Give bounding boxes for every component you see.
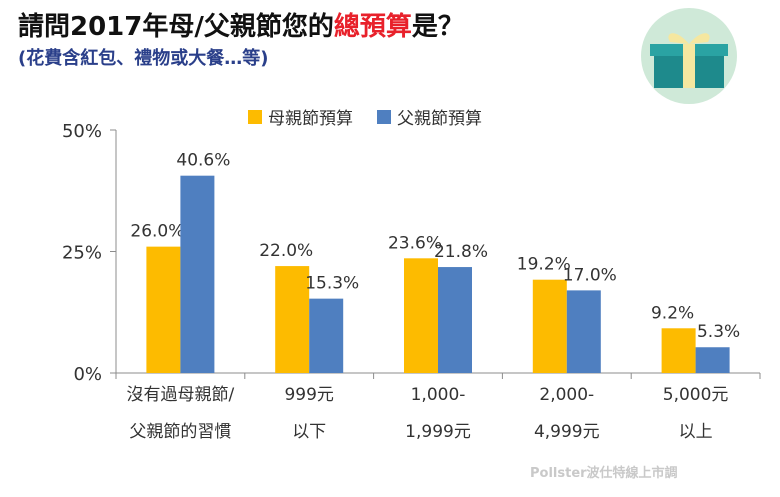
data-label: 22.0% — [259, 241, 313, 261]
y-tick-label: 50% — [62, 121, 102, 142]
data-label: 21.8% — [434, 242, 488, 262]
title-highlight: 總預算 — [333, 12, 412, 42]
x-tick-label: 父親節的習慣 — [129, 422, 231, 442]
legend-swatch-father — [377, 109, 391, 124]
bar-father — [566, 290, 601, 373]
legend-label-father: 父親節預算 — [397, 109, 482, 129]
chart-title: 請問2017年母/父親節您的總預算是？ — [18, 6, 464, 43]
data-label: 26.0% — [130, 222, 184, 242]
title-text-before: 請問2017年母/父親節您的 — [18, 12, 334, 42]
y-axis: 0% 25% 50% — [62, 121, 117, 385]
x-tick-label: 以上 — [679, 422, 713, 442]
data-label: 19.2% — [517, 255, 571, 275]
data-label: 40.6% — [176, 151, 230, 171]
x-tick-label: 2,000- — [539, 385, 594, 405]
y-tick-label: 0% — [73, 364, 102, 385]
x-tick-label: 4,999元 — [534, 422, 600, 442]
y-tick-label: 25% — [62, 243, 102, 264]
bars: 26.0% 40.6% 22.0% 15.3% 23.6%21.8% 19.2%17.0%… — [130, 151, 740, 373]
bar-mother — [404, 258, 438, 373]
legend-label-mother: 母親節預算 — [268, 109, 353, 129]
gift-icon — [641, 8, 737, 104]
legend-item-father: 父親節預算 — [377, 104, 482, 129]
bar-mother — [532, 279, 567, 373]
legend-item-mother: 母親節預算 — [248, 104, 353, 129]
title-text-after: 是？ — [411, 12, 464, 42]
legend-swatch-mother — [248, 109, 262, 124]
x-tick-label: 999元 — [284, 385, 333, 405]
bar-mother — [146, 246, 181, 373]
data-label: 5.3% — [697, 322, 740, 342]
x-tick-label: 5,000元 — [663, 385, 729, 405]
bar-mother — [661, 328, 696, 373]
x-tick-label: 1,999元 — [405, 422, 471, 442]
bar-father — [695, 347, 730, 373]
bar-mother — [275, 266, 310, 373]
legend: 母親節預算 父親節預算 — [248, 104, 500, 129]
data-label: 17.0% — [563, 265, 617, 285]
x-tick-label: 以下 — [292, 422, 326, 442]
x-tick-label: 1,000- — [411, 385, 466, 405]
chart-subtitle: (花費含紅包、禮物或大餐…等) — [18, 48, 269, 69]
data-label: 23.6% — [388, 233, 442, 253]
data-label: 9.2% — [651, 303, 694, 323]
bar-father — [309, 298, 344, 373]
data-label: 15.3% — [305, 274, 359, 294]
x-tick-label: 沒有過母親節/ — [127, 385, 235, 405]
bar-father — [180, 175, 215, 373]
bar-father — [438, 267, 472, 373]
source-credit: Pollster波仕特線上市調 — [530, 466, 678, 481]
